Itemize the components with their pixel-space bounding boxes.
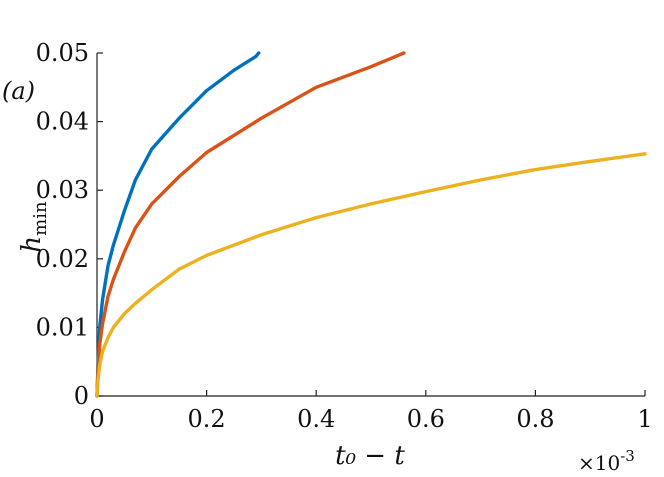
x-axis-label: t₀ − t [335, 441, 405, 471]
axes [96, 53, 645, 397]
y-tick-label: 0 [74, 382, 89, 410]
x-tick-label: 0 [89, 405, 104, 433]
y-tick-label: 0.05 [36, 39, 89, 67]
y-axis-label-sub: min [30, 201, 51, 236]
ticks: 0 0.2 0.4 0.6 0.8 1 0 0.01 0.02 0.03 0.04 0.05 [36, 39, 653, 433]
series-line-1 [95, 51, 261, 398]
x-exponent-label: ×10-3 [578, 447, 635, 475]
x-tick-label: 0.8 [516, 405, 554, 433]
series-line-3 [95, 152, 647, 398]
x-exponent-power: -3 [620, 447, 635, 465]
series-line-2 [95, 51, 406, 398]
series-lines [95, 51, 647, 398]
panel-label: (a) [2, 77, 35, 105]
svg-text:hmin: hmin [17, 201, 51, 253]
y-tick-label: 0.02 [36, 245, 89, 273]
x-tick-label: 0.4 [297, 405, 335, 433]
y-tick-label: 0.04 [36, 108, 89, 136]
y-axis-label-main: h [17, 236, 47, 253]
y-tick-label: 0.01 [36, 313, 89, 341]
x-tick-label: 1 [637, 405, 652, 433]
x-tick-label: 0.6 [407, 405, 445, 433]
x-tick-label: 0.2 [188, 405, 226, 433]
x-exponent-base: ×10 [578, 451, 620, 475]
y-tick-label: 0.03 [36, 176, 89, 204]
y-axis-label: hmin [17, 201, 51, 253]
